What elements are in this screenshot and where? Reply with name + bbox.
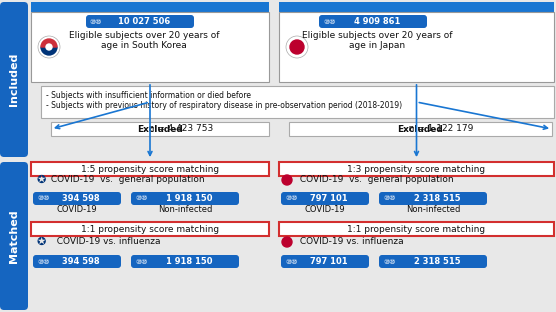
Circle shape bbox=[38, 36, 60, 58]
Bar bbox=[51, 122, 269, 136]
FancyBboxPatch shape bbox=[33, 192, 121, 205]
FancyBboxPatch shape bbox=[281, 192, 369, 205]
FancyBboxPatch shape bbox=[0, 162, 28, 310]
Circle shape bbox=[286, 36, 308, 58]
Text: Excluded: Excluded bbox=[137, 124, 183, 134]
Bar bbox=[31, 222, 269, 236]
Wedge shape bbox=[41, 47, 57, 55]
Wedge shape bbox=[41, 39, 57, 47]
FancyBboxPatch shape bbox=[379, 192, 487, 205]
Text: 1:5 propensity score matching: 1:5 propensity score matching bbox=[81, 164, 219, 173]
Text: ⑩⑩: ⑩⑩ bbox=[37, 259, 49, 265]
Text: ⑩⑩: ⑩⑩ bbox=[285, 196, 297, 202]
Text: ⑩⑩: ⑩⑩ bbox=[135, 259, 147, 265]
Bar bbox=[31, 12, 269, 82]
Text: COVID-19: COVID-19 bbox=[57, 206, 97, 215]
Text: age in South Korea: age in South Korea bbox=[101, 41, 187, 51]
Text: Excluded: Excluded bbox=[398, 124, 443, 134]
Text: Matched: Matched bbox=[9, 209, 19, 263]
Text: COVID-19  vs.  general population: COVID-19 vs. general population bbox=[297, 175, 454, 184]
Text: 4 909 861: 4 909 861 bbox=[354, 17, 400, 26]
FancyBboxPatch shape bbox=[379, 255, 487, 268]
FancyBboxPatch shape bbox=[86, 15, 194, 28]
Circle shape bbox=[282, 175, 292, 185]
Bar bbox=[31, 162, 269, 176]
Text: ⑩⑩: ⑩⑩ bbox=[135, 196, 147, 202]
Text: COVID-19  vs.  general population: COVID-19 vs. general population bbox=[48, 175, 205, 184]
Bar bbox=[279, 162, 554, 176]
Text: - Subjects with insufficient information or died before: - Subjects with insufficient information… bbox=[46, 91, 251, 100]
FancyBboxPatch shape bbox=[131, 192, 239, 205]
Bar bbox=[279, 222, 554, 236]
FancyBboxPatch shape bbox=[131, 255, 239, 268]
Text: ⑩⑩: ⑩⑩ bbox=[323, 18, 335, 25]
Text: 797 101: 797 101 bbox=[310, 194, 348, 203]
Text: Eligible subjects over 20 years of: Eligible subjects over 20 years of bbox=[69, 32, 219, 41]
Text: 797 101: 797 101 bbox=[310, 257, 348, 266]
Text: ⑩⑩: ⑩⑩ bbox=[37, 196, 49, 202]
Text: ⑩⑩: ⑩⑩ bbox=[90, 18, 102, 25]
Bar bbox=[279, 12, 554, 82]
Text: COVID-19 vs. influenza: COVID-19 vs. influenza bbox=[51, 237, 161, 246]
Text: 1 918 150: 1 918 150 bbox=[166, 194, 212, 203]
Text: Non-infected: Non-infected bbox=[158, 206, 212, 215]
Text: 10 027 506: 10 027 506 bbox=[118, 17, 170, 26]
Text: ✪: ✪ bbox=[37, 237, 46, 247]
Text: 1 918 150: 1 918 150 bbox=[166, 257, 212, 266]
Text: ⑩⑩: ⑩⑩ bbox=[383, 196, 395, 202]
FancyBboxPatch shape bbox=[281, 255, 369, 268]
FancyBboxPatch shape bbox=[33, 255, 121, 268]
Text: , n = 4 423 753: , n = 4 423 753 bbox=[143, 124, 213, 134]
Text: 2 318 515: 2 318 515 bbox=[414, 257, 460, 266]
Text: Eligible subjects over 20 years of: Eligible subjects over 20 years of bbox=[302, 32, 452, 41]
Text: , n = 1 122 179: , n = 1 122 179 bbox=[403, 124, 474, 134]
Text: 1:1 propensity score matching: 1:1 propensity score matching bbox=[81, 225, 219, 233]
Text: 394 598: 394 598 bbox=[62, 194, 100, 203]
Text: 1:1 propensity score matching: 1:1 propensity score matching bbox=[348, 225, 485, 233]
Text: COVID-19: COVID-19 bbox=[305, 206, 345, 215]
Text: Non-infected: Non-infected bbox=[406, 206, 460, 215]
Circle shape bbox=[290, 40, 304, 54]
Bar bbox=[289, 122, 552, 136]
Circle shape bbox=[46, 44, 52, 50]
Text: 2 318 515: 2 318 515 bbox=[414, 194, 460, 203]
Text: - Subjects with previous history of respiratory disease in pre-observation perio: - Subjects with previous history of resp… bbox=[46, 101, 402, 110]
FancyBboxPatch shape bbox=[0, 2, 28, 157]
Text: Included: Included bbox=[9, 53, 19, 106]
Circle shape bbox=[282, 237, 292, 247]
Text: ⑩⑩: ⑩⑩ bbox=[383, 259, 395, 265]
Bar bbox=[31, 2, 269, 12]
Bar bbox=[279, 2, 554, 12]
Text: 394 598: 394 598 bbox=[62, 257, 100, 266]
Text: ✪: ✪ bbox=[37, 175, 46, 185]
FancyBboxPatch shape bbox=[319, 15, 427, 28]
Text: age in Japan: age in Japan bbox=[349, 41, 405, 51]
Text: COVID-19 vs. influenza: COVID-19 vs. influenza bbox=[297, 237, 404, 246]
Text: 1:3 propensity score matching: 1:3 propensity score matching bbox=[348, 164, 485, 173]
Text: ⑩⑩: ⑩⑩ bbox=[285, 259, 297, 265]
Bar bbox=[41, 86, 554, 118]
